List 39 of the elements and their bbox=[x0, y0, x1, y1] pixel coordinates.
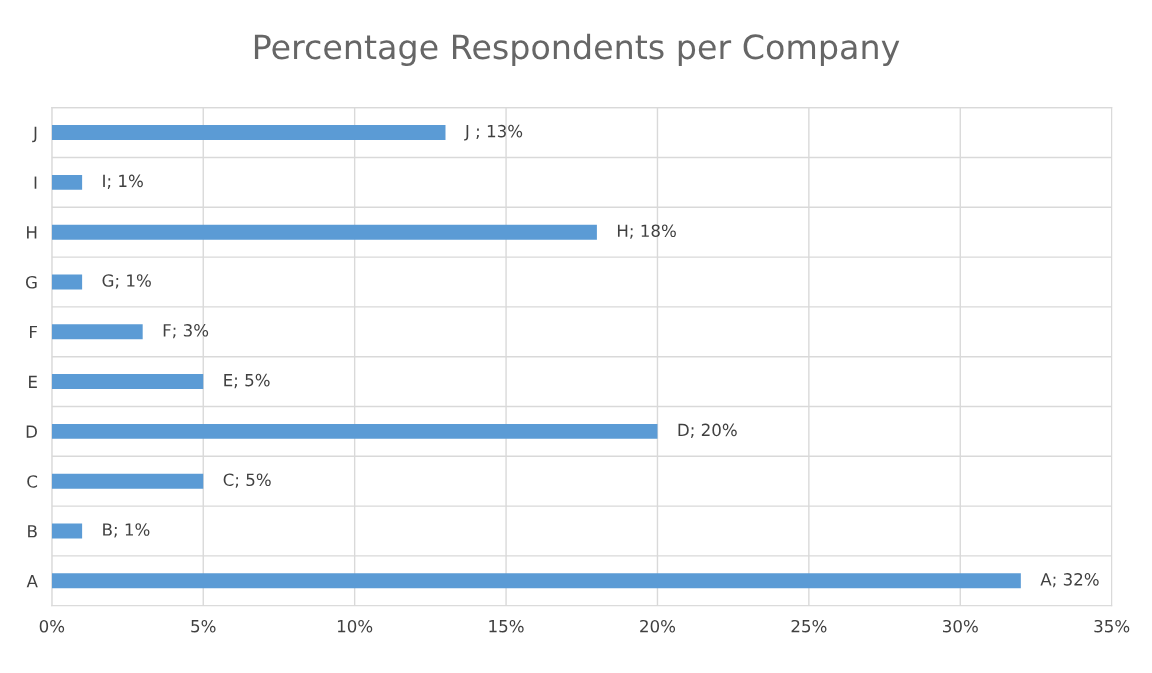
bar bbox=[51, 174, 83, 190]
x-tick-label: 0% bbox=[39, 619, 65, 633]
y-tick-label: H bbox=[27, 226, 37, 239]
x-tick-label: 20% bbox=[640, 619, 676, 633]
y-tick-label: C bbox=[27, 475, 38, 488]
bar bbox=[51, 473, 204, 489]
bar bbox=[51, 125, 446, 141]
x-tick-label: 30% bbox=[943, 619, 978, 633]
data-label: B; 1% bbox=[103, 523, 150, 538]
x-tick-label: 25% bbox=[791, 619, 827, 633]
chart-title: Percentage Respondents per Company bbox=[254, 33, 900, 66]
data-label: A; 32% bbox=[1040, 573, 1099, 588]
y-tick-label: I bbox=[34, 176, 37, 189]
data-label: D; 20% bbox=[678, 423, 737, 438]
x-tick-label: 5% bbox=[191, 619, 216, 633]
y-tick-label: E bbox=[29, 375, 37, 388]
data-label: F; 3% bbox=[163, 324, 209, 339]
y-tick-label: J bbox=[32, 126, 37, 143]
bar bbox=[51, 374, 204, 390]
bar bbox=[51, 573, 1021, 589]
x-tick-label: 15% bbox=[489, 619, 524, 633]
x-tick-label: 35% bbox=[1094, 619, 1130, 633]
y-tick-label: A bbox=[26, 574, 38, 588]
x-tick-label: 10% bbox=[337, 619, 373, 633]
y-tick-label: B bbox=[28, 525, 37, 538]
data-label: J ; 13% bbox=[464, 124, 523, 141]
y-tick-label: F bbox=[30, 325, 37, 339]
data-label: H; 18% bbox=[617, 224, 676, 239]
bar bbox=[51, 423, 658, 439]
bar bbox=[51, 274, 83, 290]
y-tick-label: G bbox=[25, 275, 37, 289]
data-label: G; 1% bbox=[102, 274, 151, 289]
bar bbox=[51, 523, 83, 539]
bar bbox=[51, 224, 597, 240]
y-tick-label: D bbox=[26, 425, 37, 438]
bar bbox=[51, 324, 143, 340]
data-label: E; 5% bbox=[224, 373, 270, 389]
data-label: I; 1% bbox=[103, 174, 143, 189]
data-label: C; 5% bbox=[223, 473, 271, 488]
